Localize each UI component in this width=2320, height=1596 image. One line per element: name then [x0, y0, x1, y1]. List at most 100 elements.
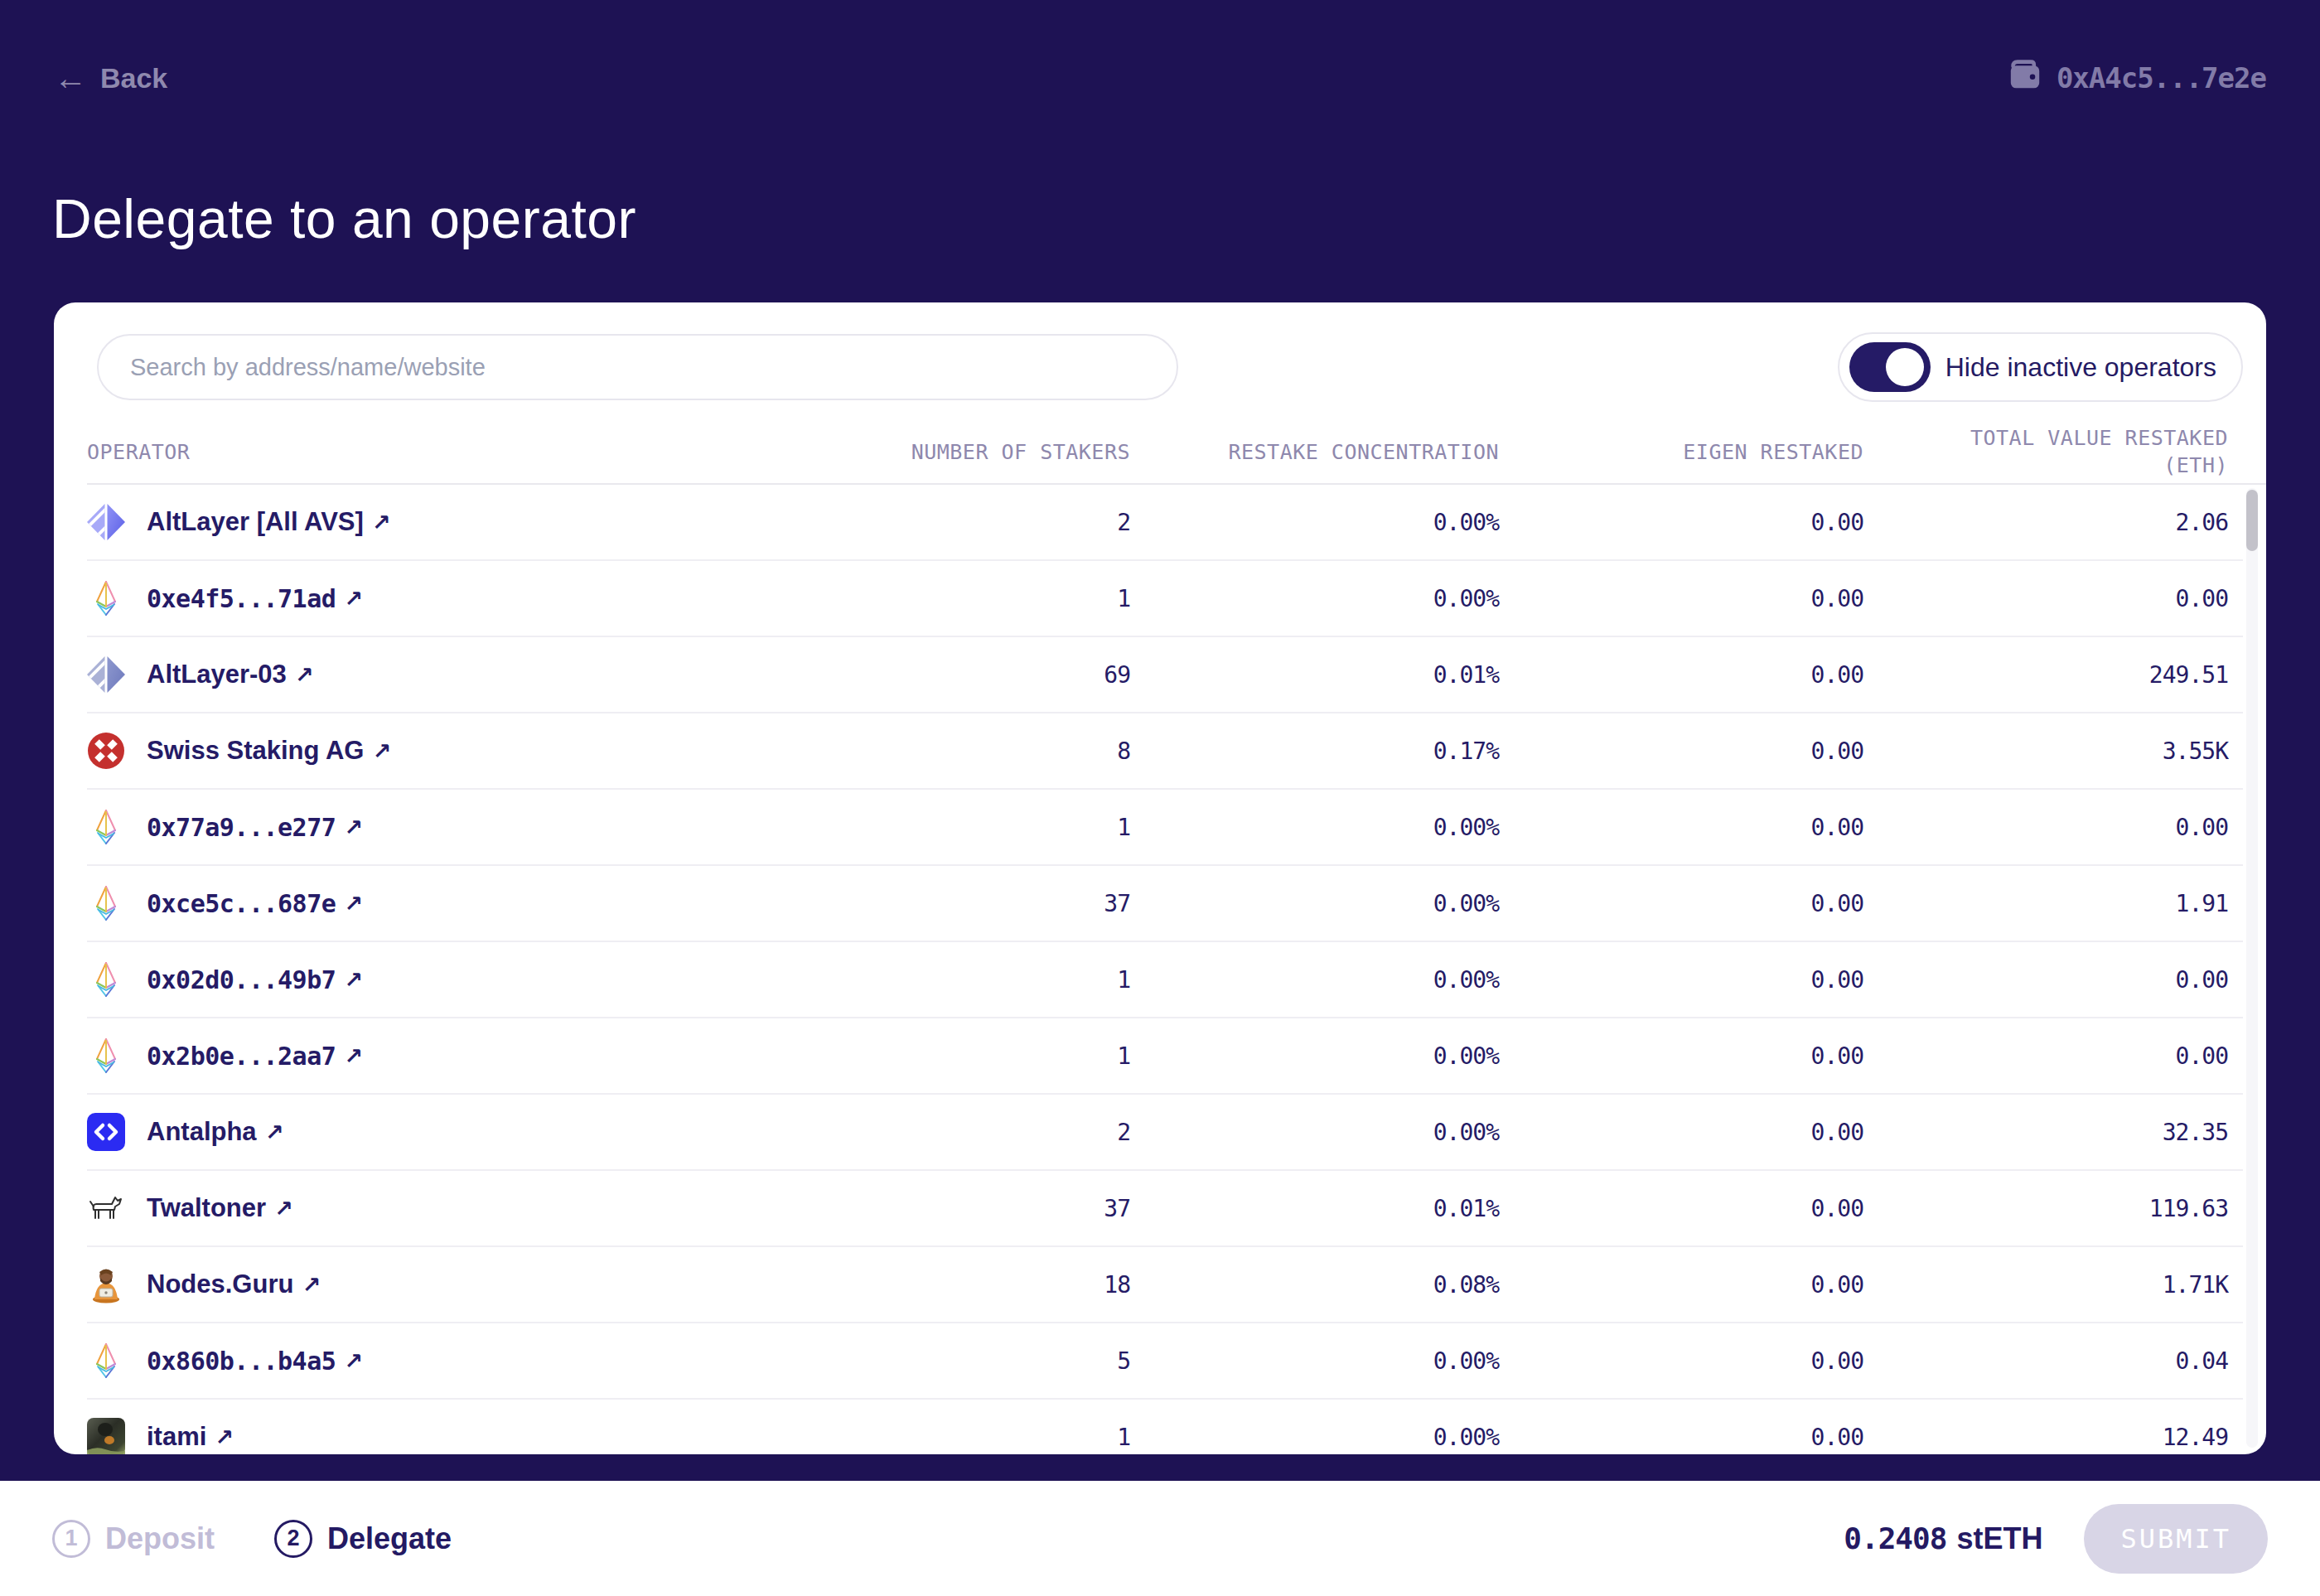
operator-name: Nodes.Guru — [147, 1270, 293, 1299]
cell-eigen: 0.00 — [1499, 966, 1863, 994]
table-row[interactable]: Antalpha ↗ 2 0.00% 0.00 32.35 — [87, 1095, 2243, 1171]
table-row[interactable]: 0x2b0e...2aa7 ↗ 1 0.00% 0.00 0.00 — [87, 1018, 2243, 1095]
table-row[interactable]: 0x860b...b4a5 ↗ 5 0.00% 0.00 0.04 — [87, 1323, 2243, 1400]
cell-eigen: 0.00 — [1499, 509, 1863, 536]
operator-name: 0x02d0...49b7 — [147, 965, 336, 994]
operator-link[interactable]: AltLayer [All AVS] ↗ — [147, 507, 390, 537]
cell-stakers: 2 — [799, 509, 1130, 536]
external-link-icon: ↗ — [274, 1196, 293, 1221]
cell-eigen: 0.00 — [1499, 1119, 1863, 1146]
operator-name: itami — [147, 1422, 206, 1452]
cell-concentration: 0.00% — [1130, 585, 1499, 612]
topbar: ← Back 0xA4c5...7e2e — [54, 55, 2266, 101]
cell-eigen: 0.00 — [1499, 814, 1863, 841]
back-label: Back — [100, 62, 167, 94]
operator-name: AltLayer [All AVS] — [147, 507, 364, 537]
operator-name: AltLayer-03 — [147, 660, 287, 689]
external-link-icon: ↗ — [302, 1272, 321, 1298]
search-input[interactable] — [97, 334, 1178, 400]
operator-cell: itami ↗ — [87, 1418, 799, 1454]
operator-cell: 0x77a9...e277 ↗ — [87, 808, 799, 846]
wallet-chip[interactable]: 0xA4c5...7e2e — [2008, 59, 2266, 97]
cell-stakers: 37 — [799, 1195, 1130, 1222]
operator-link[interactable]: Antalpha ↗ — [147, 1117, 283, 1147]
step-deposit[interactable]: 1 Deposit — [52, 1520, 215, 1558]
operator-link[interactable]: 0x860b...b4a5 ↗ — [147, 1347, 363, 1376]
cell-total: 0.00 — [1863, 1042, 2228, 1070]
table-row[interactable]: AltLayer-03 ↗ 69 0.01% 0.00 249.51 — [87, 637, 2243, 713]
eth-icon — [87, 1037, 125, 1075]
hide-inactive-toggle[interactable]: Hide inactive operators — [1838, 332, 2243, 402]
cell-eigen: 0.00 — [1499, 1271, 1863, 1299]
eth-icon — [87, 884, 125, 922]
table-body: AltLayer [All AVS] ↗ 2 0.00% 0.00 2.06 0… — [87, 485, 2243, 1454]
table-row[interactable]: Twaltoner ↗ 37 0.01% 0.00 119.63 — [87, 1171, 2243, 1247]
scrollbar-thumb[interactable] — [2246, 490, 2258, 551]
operator-cell: 0x2b0e...2aa7 ↗ — [87, 1037, 799, 1075]
twaltoner-icon — [87, 1189, 125, 1227]
cell-total: 119.63 — [1863, 1195, 2228, 1222]
cell-concentration: 0.01% — [1130, 661, 1499, 689]
cell-stakers: 1 — [799, 814, 1130, 841]
table-row[interactable]: AltLayer [All AVS] ↗ 2 0.00% 0.00 2.06 — [87, 485, 2243, 561]
operator-name: Swiss Staking AG — [147, 736, 364, 766]
operator-link[interactable]: 0xce5c...687e ↗ — [147, 889, 363, 918]
operator-name: 0x860b...b4a5 — [147, 1347, 336, 1376]
cell-concentration: 0.00% — [1130, 509, 1499, 536]
table-row[interactable]: 0x02d0...49b7 ↗ 1 0.00% 0.00 0.00 — [87, 942, 2243, 1018]
table-row[interactable]: 0x77a9...e277 ↗ 1 0.00% 0.00 0.00 — [87, 790, 2243, 866]
operator-name: 0x2b0e...2aa7 — [147, 1042, 336, 1071]
operator-link[interactable]: Swiss Staking AG ↗ — [147, 736, 391, 766]
operator-cell: AltLayer-03 ↗ — [87, 655, 799, 694]
swiss-icon — [87, 732, 125, 770]
cell-eigen: 0.00 — [1499, 1195, 1863, 1222]
operator-link[interactable]: 0x77a9...e277 ↗ — [147, 813, 363, 842]
operator-link[interactable]: AltLayer-03 ↗ — [147, 660, 313, 689]
operator-name: Antalpha — [147, 1117, 257, 1147]
operator-link[interactable]: 0x02d0...49b7 ↗ — [147, 965, 363, 994]
back-button[interactable]: ← Back — [54, 61, 167, 94]
toggle-label: Hide inactive operators — [1945, 352, 2216, 383]
table-row[interactable]: Nodes.Guru ↗ 18 0.08% 0.00 1.71K — [87, 1247, 2243, 1323]
itami-icon — [87, 1418, 125, 1454]
step-label: Delegate — [327, 1521, 452, 1556]
cell-stakers: 8 — [799, 738, 1130, 765]
cell-total: 1.91 — [1863, 890, 2228, 917]
step-delegate[interactable]: 2 Delegate — [274, 1520, 452, 1558]
toggle-switch[interactable] — [1849, 342, 1931, 392]
scrollbar[interactable] — [2246, 488, 2258, 1448]
cell-stakers: 5 — [799, 1347, 1130, 1375]
table-row[interactable]: itami ↗ 1 0.00% 0.00 12.49 — [87, 1400, 2243, 1454]
panel-controls: Hide inactive operators — [97, 332, 2243, 402]
operator-link[interactable]: 0xe4f5...71ad ↗ — [147, 584, 363, 613]
table-row[interactable]: 0xce5c...687e ↗ 37 0.00% 0.00 1.91 — [87, 866, 2243, 942]
altlayer2-icon — [87, 655, 125, 694]
operator-cell: Twaltoner ↗ — [87, 1189, 799, 1227]
cell-total: 0.04 — [1863, 1347, 2228, 1375]
cell-stakers: 2 — [799, 1119, 1130, 1146]
cell-concentration: 0.00% — [1130, 890, 1499, 917]
operator-link[interactable]: Twaltoner ↗ — [147, 1193, 293, 1223]
external-link-icon: ↗ — [265, 1120, 284, 1145]
cell-total: 2.06 — [1863, 509, 2228, 536]
wallet-address: 0xA4c5...7e2e — [2057, 61, 2266, 94]
cell-concentration: 0.00% — [1130, 1347, 1499, 1375]
cell-total: 0.00 — [1863, 814, 2228, 841]
submit-button[interactable]: SUBMIT — [2084, 1504, 2268, 1574]
operator-cell: 0x02d0...49b7 ↗ — [87, 960, 799, 999]
operator-link[interactable]: 0x2b0e...2aa7 ↗ — [147, 1042, 363, 1071]
table-row[interactable]: 0xe4f5...71ad ↗ 1 0.00% 0.00 0.00 — [87, 561, 2243, 637]
operator-link[interactable]: Nodes.Guru ↗ — [147, 1270, 321, 1299]
cell-total: 1.71K — [1863, 1271, 2228, 1299]
operator-cell: Nodes.Guru ↗ — [87, 1265, 799, 1303]
page-title: Delegate to an operator — [52, 187, 636, 250]
cell-stakers: 1 — [799, 1424, 1130, 1451]
step-number-circle: 1 — [52, 1520, 90, 1558]
operator-link[interactable]: itami ↗ — [147, 1422, 234, 1452]
cell-concentration: 0.08% — [1130, 1271, 1499, 1299]
external-link-icon: ↗ — [295, 662, 314, 688]
operator-cell: Antalpha ↗ — [87, 1113, 799, 1151]
column-header-eigen: EIGEN RESTAKED — [1499, 440, 1863, 464]
table-row[interactable]: Swiss Staking AG ↗ 8 0.17% 0.00 3.55K — [87, 713, 2243, 790]
altlayer-icon — [87, 503, 125, 541]
